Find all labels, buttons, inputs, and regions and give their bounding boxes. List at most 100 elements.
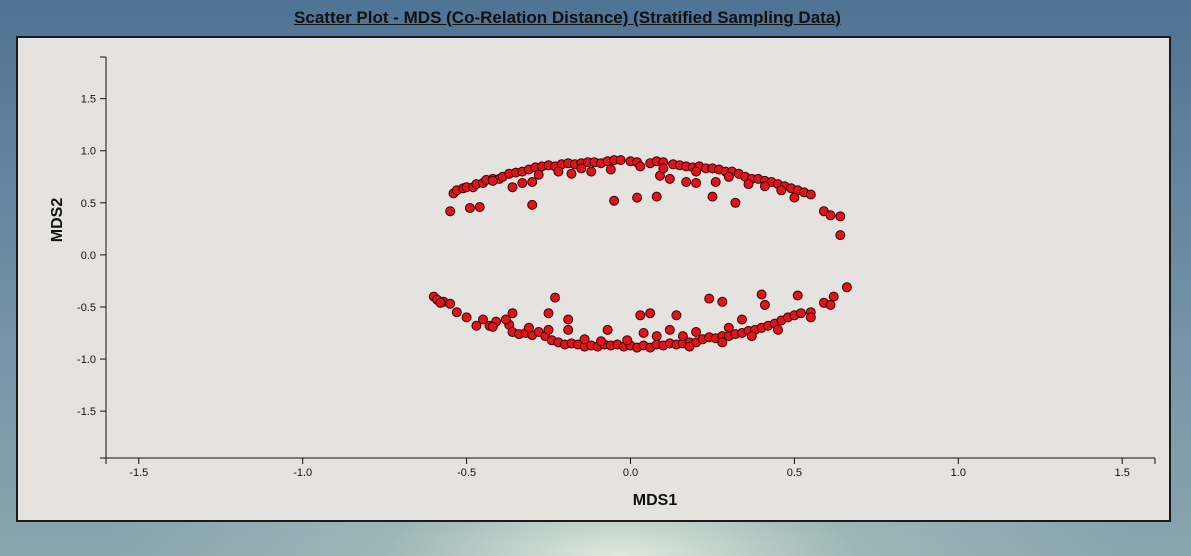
data-point [773, 324, 783, 335]
data-point [691, 327, 702, 337]
x-tick-label: -0.5 [457, 467, 476, 479]
data-point [684, 341, 695, 352]
data-point [841, 282, 852, 293]
data-point [550, 292, 561, 303]
data-point [474, 202, 485, 212]
x-tick-label: -1.5 [129, 467, 148, 479]
y-tick-label: -0.5 [77, 302, 96, 314]
data-point [717, 337, 728, 348]
data-point [563, 314, 574, 325]
data-point [609, 195, 620, 206]
data-point [487, 321, 498, 332]
data-point [723, 322, 734, 333]
data-point [487, 175, 498, 186]
data-point [471, 320, 482, 331]
data-point [651, 191, 662, 202]
x-tick-label: 1.5 [1115, 467, 1130, 479]
data-point [677, 331, 688, 342]
data-point [635, 161, 646, 172]
y-axis: 1.5 1.0 0.5 0.0 -0.5 -1.0 -1.5 [77, 56, 107, 459]
data-point [507, 308, 518, 319]
data-point [596, 336, 606, 347]
chart-title: Scatter Plot - MDS (Co-Relation Distance… [294, 8, 841, 27]
data-point [789, 192, 800, 203]
data-point [805, 189, 816, 200]
data-point [759, 181, 770, 192]
data-points [428, 155, 852, 353]
data-point [835, 211, 846, 222]
data-point [691, 166, 702, 177]
data-point [461, 312, 472, 323]
data-point [451, 307, 462, 318]
y-tick-label: 0.5 [81, 198, 96, 210]
y-tick-label: -1.5 [77, 406, 96, 418]
data-point [638, 328, 649, 338]
y-tick-label: 1.5 [81, 94, 96, 106]
data-point [523, 322, 534, 333]
y-axis-title: MDS2 [49, 198, 66, 243]
data-point [553, 166, 564, 177]
data-point [796, 308, 806, 319]
data-point [602, 324, 613, 335]
data-point [533, 169, 544, 180]
data-point [825, 210, 836, 221]
data-point [527, 199, 538, 210]
data-point [507, 182, 518, 193]
data-point [658, 163, 669, 174]
data-point [632, 192, 643, 203]
data-point [527, 177, 538, 187]
data-point [445, 206, 456, 217]
data-point [478, 314, 488, 325]
data-point [691, 178, 702, 188]
data-point [464, 203, 475, 213]
data-point [723, 171, 734, 182]
data-point [543, 324, 554, 335]
plot-area [16, 36, 1171, 522]
x-tick-label: 0.5 [787, 467, 802, 479]
data-point [651, 331, 662, 342]
data-point [622, 335, 633, 346]
x-tick-label: 1.0 [951, 467, 966, 479]
data-point [645, 308, 656, 319]
data-point [563, 324, 574, 335]
data-point [681, 177, 692, 187]
x-axis: -1.5 -1.0 -0.5 0.0 0.5 1.0 1.5 [105, 457, 1156, 479]
x-axis-title: MDS1 [633, 492, 678, 509]
data-point [746, 331, 757, 342]
y-tick-label: 0.0 [81, 250, 96, 262]
data-point [543, 308, 554, 319]
x-tick-label: -1.0 [293, 467, 312, 479]
data-point [500, 314, 511, 325]
data-point [756, 289, 767, 300]
y-tick-label: 1.0 [81, 146, 96, 158]
data-point [707, 191, 718, 202]
data-point [664, 324, 675, 335]
data-point [704, 293, 715, 304]
data-point [805, 312, 816, 323]
data-point [579, 334, 590, 345]
data-point [710, 177, 721, 187]
data-point [435, 297, 446, 308]
data-point [566, 168, 577, 179]
data-point [730, 197, 741, 208]
data-point [671, 310, 682, 321]
data-point [792, 290, 803, 301]
data-point [445, 298, 456, 309]
data-point [717, 296, 728, 307]
data-point [586, 166, 597, 177]
data-point [759, 299, 770, 310]
data-point [615, 155, 626, 166]
y-tick-label: -1.0 [77, 354, 96, 366]
data-point [825, 299, 836, 310]
data-point [743, 179, 754, 190]
data-point [664, 173, 675, 184]
data-point [776, 185, 787, 196]
x-tick-label: 0.0 [623, 467, 638, 479]
data-point [835, 230, 846, 241]
data-point [517, 178, 528, 188]
data-point [635, 310, 646, 321]
data-point [605, 164, 616, 175]
data-point [737, 314, 747, 325]
data-point [576, 163, 587, 174]
